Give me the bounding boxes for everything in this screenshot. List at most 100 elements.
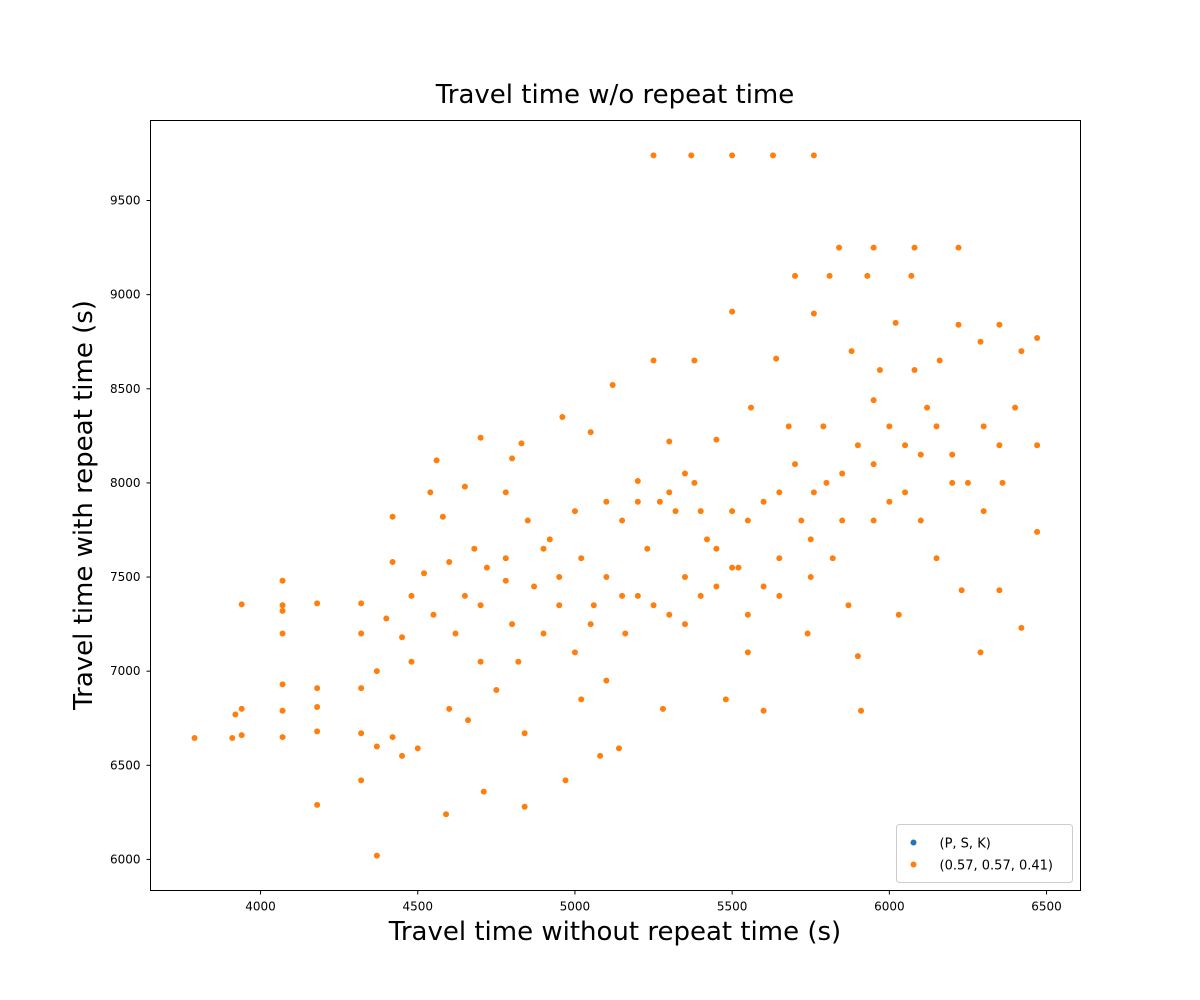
point: [949, 479, 956, 486]
point: [587, 621, 594, 628]
point: [776, 489, 783, 496]
point: [540, 545, 547, 552]
point: [810, 489, 817, 496]
point: [399, 634, 406, 641]
point: [502, 555, 509, 562]
point: [609, 382, 616, 389]
point: [672, 508, 679, 515]
point: [358, 777, 365, 784]
point: [656, 498, 663, 505]
point: [839, 470, 846, 477]
point: [958, 587, 965, 594]
point: [895, 611, 902, 618]
point: [836, 244, 843, 251]
ticks: 4000 4500 5000 5500 6000 6500 6000 6500 7000 7500…: [110, 194, 1062, 914]
legend-label: (0.57, 0.57, 0.41): [940, 859, 1054, 874]
point: [911, 244, 918, 251]
point: [515, 658, 522, 665]
point: [389, 513, 396, 520]
point: [681, 621, 688, 628]
point: [810, 310, 817, 317]
point: [807, 574, 814, 581]
point: [427, 489, 434, 496]
y-tick-label: 7500: [110, 570, 141, 584]
point: [744, 649, 751, 656]
point: [521, 803, 528, 810]
point: [634, 592, 641, 599]
y-tick-label: 9500: [110, 194, 141, 208]
point: [760, 498, 767, 505]
point: [713, 436, 720, 443]
point: [603, 574, 610, 581]
point: [279, 681, 286, 688]
point: [792, 461, 799, 468]
point: [839, 517, 846, 524]
point: [634, 498, 641, 505]
point: [443, 811, 450, 818]
point: [531, 583, 538, 590]
point: [1018, 624, 1025, 631]
point: [314, 600, 321, 607]
point: [603, 677, 610, 684]
y-axis-label: Travel time with repeat time (s): [69, 300, 99, 711]
point: [854, 653, 861, 660]
point: [666, 611, 673, 618]
point: [1012, 404, 1019, 411]
point: [524, 517, 531, 524]
point: [760, 707, 767, 714]
point: [996, 321, 1003, 328]
point: [820, 423, 827, 430]
point: [829, 555, 836, 562]
y-tick-label: 6500: [110, 758, 141, 772]
point: [810, 152, 817, 159]
point: [864, 272, 871, 279]
x-tick-label: 6500: [1031, 900, 1062, 914]
point: [729, 508, 736, 515]
point: [408, 592, 415, 599]
point: [826, 272, 833, 279]
point: [383, 615, 390, 622]
point: [1034, 442, 1041, 449]
y-tick-label: 8000: [110, 476, 141, 490]
point: [232, 711, 239, 718]
legend-box: [896, 824, 1073, 883]
point: [691, 479, 698, 486]
point: [546, 536, 553, 543]
point: [744, 611, 751, 618]
point: [650, 602, 657, 609]
point: [191, 735, 198, 742]
point: [924, 404, 931, 411]
point: [414, 745, 421, 752]
point: [421, 570, 428, 577]
point: [798, 517, 805, 524]
point: [373, 668, 380, 675]
point: [389, 734, 396, 741]
point: [238, 601, 245, 608]
point: [996, 442, 1003, 449]
point: [955, 321, 962, 328]
point: [509, 621, 516, 628]
point: [314, 728, 321, 735]
point: [461, 592, 468, 599]
point: [722, 696, 729, 703]
point: [373, 852, 380, 859]
point: [471, 545, 478, 552]
point: [480, 788, 487, 795]
point: [314, 801, 321, 808]
point: [908, 272, 915, 279]
x-axis-label: Travel time without repeat time (s): [388, 917, 841, 947]
point: [587, 429, 594, 436]
point: [493, 686, 500, 693]
point: [729, 564, 736, 571]
point: [477, 602, 484, 609]
point: [955, 244, 962, 251]
point: [760, 583, 767, 590]
point: [996, 587, 1003, 594]
y-tick-label: 8500: [110, 382, 141, 396]
point: [1018, 348, 1025, 355]
x-tick-label: 4000: [245, 900, 276, 914]
point: [933, 423, 940, 430]
point: [886, 423, 893, 430]
point: [666, 489, 673, 496]
